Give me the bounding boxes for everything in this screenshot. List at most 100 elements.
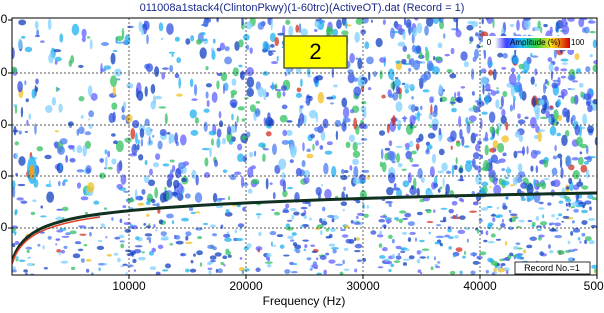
- texture: [378, 219, 385, 223]
- texture: [530, 166, 533, 172]
- texture: [496, 239, 501, 241]
- texture: [450, 102, 456, 104]
- texture: [501, 135, 509, 142]
- texture: [388, 269, 391, 272]
- texture: [417, 168, 422, 179]
- texture: [473, 133, 478, 136]
- texture: [517, 74, 520, 82]
- texture: [395, 101, 402, 112]
- texture: [267, 112, 270, 119]
- texture: [568, 249, 575, 252]
- texture: [287, 220, 292, 222]
- texture: [450, 130, 457, 141]
- texture: [408, 27, 411, 36]
- texture: [433, 209, 435, 213]
- texture: [271, 61, 278, 64]
- texture: [536, 182, 542, 187]
- texture: [435, 266, 440, 268]
- texture: [456, 141, 461, 146]
- texture: [196, 39, 202, 45]
- texture: [14, 212, 16, 216]
- texture: [481, 111, 488, 114]
- texture: [191, 130, 199, 136]
- texture: [207, 262, 211, 265]
- texture: [352, 159, 359, 165]
- texture: [381, 95, 386, 99]
- texture: [117, 162, 121, 174]
- texture: [107, 167, 112, 170]
- texture: [482, 85, 484, 95]
- texture: [191, 170, 196, 179]
- texture: [341, 121, 346, 132]
- texture: [201, 32, 206, 35]
- texture: [61, 261, 69, 264]
- texture: [572, 157, 580, 160]
- texture: [350, 109, 354, 113]
- texture: [211, 138, 214, 146]
- texture: [219, 120, 223, 127]
- texture: [388, 68, 395, 79]
- texture: [379, 130, 385, 135]
- texture: [405, 89, 409, 93]
- texture: [104, 167, 107, 169]
- texture: [487, 15, 493, 24]
- texture: [358, 79, 365, 87]
- texture: [40, 40, 45, 43]
- texture: [84, 189, 86, 195]
- texture: [76, 129, 79, 136]
- texture: [233, 67, 239, 76]
- texture: [212, 233, 217, 236]
- texture: [290, 239, 294, 241]
- texture: [155, 153, 160, 160]
- texture: [379, 57, 386, 63]
- texture: [388, 94, 394, 98]
- texture: [446, 171, 451, 174]
- texture: [69, 146, 74, 150]
- texture: [217, 128, 222, 137]
- texture: [228, 196, 230, 200]
- texture: [154, 187, 158, 198]
- texture: [477, 229, 479, 234]
- texture: [211, 50, 215, 60]
- texture: [576, 136, 583, 146]
- texture: [444, 54, 450, 56]
- texture: [586, 101, 591, 106]
- texture: [85, 165, 91, 174]
- texture: [562, 108, 568, 118]
- texture: [77, 145, 83, 153]
- texture: [467, 239, 469, 243]
- texture: [467, 21, 474, 24]
- texture: [562, 62, 568, 65]
- texture: [258, 142, 266, 147]
- texture: [409, 232, 416, 235]
- texture: [496, 87, 498, 89]
- texture: [561, 58, 569, 61]
- texture: [502, 206, 507, 210]
- texture: [538, 129, 545, 132]
- texture: [163, 163, 170, 166]
- texture: [496, 214, 503, 217]
- texture: [493, 69, 497, 81]
- texture: [323, 163, 328, 175]
- texture: [55, 243, 57, 245]
- texture: [310, 244, 315, 246]
- texture: [101, 223, 105, 228]
- texture: [137, 90, 143, 101]
- texture: [392, 187, 400, 190]
- texture: [396, 86, 400, 95]
- texture: [263, 71, 269, 76]
- texture: [486, 270, 489, 274]
- texture: [560, 68, 567, 71]
- texture: [354, 268, 357, 272]
- texture: [344, 248, 349, 251]
- texture: [390, 264, 394, 267]
- texture: [541, 182, 546, 189]
- texture: [228, 255, 232, 258]
- texture: [98, 240, 103, 242]
- texture: [324, 189, 331, 199]
- texture: [459, 198, 463, 202]
- texture: [518, 171, 525, 178]
- texture: [135, 132, 138, 144]
- texture: [457, 230, 465, 234]
- texture: [138, 139, 140, 144]
